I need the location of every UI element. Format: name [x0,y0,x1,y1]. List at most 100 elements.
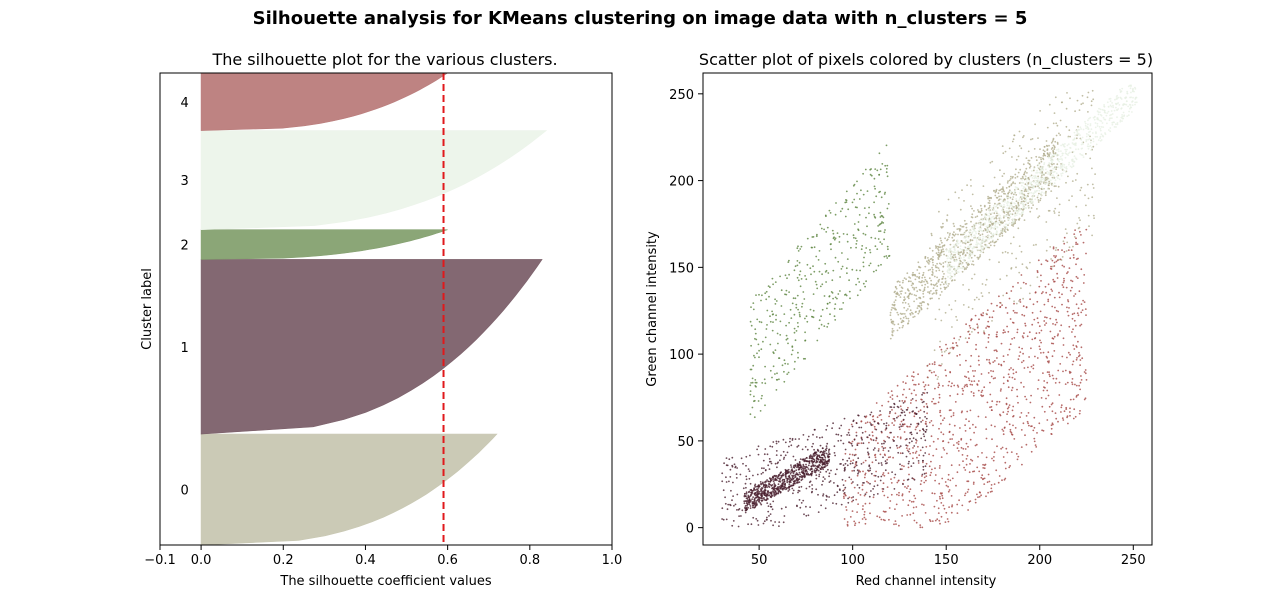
scatter-point [761,487,763,489]
scatter-point [1049,267,1052,270]
scatter-point [1046,188,1049,190]
scatter-point [983,386,986,389]
figure-title: Silhouette analysis for KMeans clusterin… [252,8,1028,29]
scatter-point [943,350,946,353]
scatter-point [977,232,980,235]
scatter-point [757,524,760,526]
scatter-point [919,483,922,486]
scatter-point [1019,208,1022,211]
scatter-point [993,205,995,207]
scatter-point [941,494,944,497]
scatter-point [951,233,954,236]
scatter-point [1032,194,1035,197]
scatter-point [981,395,983,398]
scatter-point [873,485,876,488]
scatter-point [1012,405,1015,408]
scatter-point [996,212,998,215]
scatter-point [971,384,974,386]
scatter-point [1008,297,1011,300]
scatter-point [916,425,919,427]
scatter-point [774,281,777,283]
scatter-point [1039,170,1042,173]
scatter-point [1059,155,1062,158]
scatter-point [1041,168,1043,171]
scatter-point [907,466,910,469]
scatter-point [899,445,902,447]
scatter-point [981,452,983,454]
scatter-point [953,272,955,275]
scatter-point [814,467,817,470]
scatter-point [789,471,791,473]
scatter-point [840,439,842,442]
scatter-point [891,471,893,473]
scatter-point [879,241,882,244]
scatter-point [724,502,727,505]
scatter-point [760,497,763,500]
scatter-point [968,246,971,249]
scatter-point [731,465,734,468]
scatter-point [922,468,925,471]
scatter-point [1122,111,1125,114]
scatter-point [797,444,800,447]
scatter-point [909,309,912,312]
scatter-point [847,497,849,500]
scatter-point [1035,177,1038,180]
scatter-point [1039,348,1041,351]
scatter-point [940,456,943,458]
scatter-point [1089,123,1092,125]
silhouette-xtick-label: 0.2 [273,553,294,568]
scatter-point [827,272,830,274]
scatter-point [1025,195,1028,198]
scatter-point [822,451,824,454]
scatter-point [1030,191,1033,194]
scatter-point [932,287,935,290]
scatter-point [1121,115,1124,118]
scatter-point [910,423,912,426]
scatter-point [822,480,824,483]
scatter-point [750,523,753,526]
scatter-point [1056,259,1059,262]
scatter-point [978,227,980,229]
scatter-point [1095,132,1097,135]
scatter-point [1028,331,1031,334]
scatter-point [855,434,858,437]
scatter-point [984,238,987,241]
scatter-point [787,468,790,471]
scatter-point [848,428,851,431]
scatter-point [765,290,768,293]
scatter-point [812,452,815,455]
scatter-point [817,458,820,461]
scatter-point [1020,250,1023,253]
scatter-point [919,524,922,526]
scatter-point [907,280,910,283]
scatter-point [1030,181,1033,184]
scatter-point [1000,188,1003,191]
scatter-point [1080,138,1083,141]
scatter-point [869,421,871,424]
scatter-point [905,455,908,458]
scatter-point [1017,201,1020,204]
scatter-point [828,295,831,297]
scatter-point [938,396,941,399]
scatter-point [921,393,923,396]
scatter-point [816,287,819,290]
scatter-point [1085,133,1088,135]
scatter-point [910,433,913,436]
scatter-point [897,479,900,482]
scatter-point [846,240,849,243]
scatter-point [1085,314,1087,316]
scatter-point [968,241,971,244]
scatter-point [1020,412,1023,414]
scatter-point [1029,371,1031,373]
scatter-point [952,342,954,345]
scatter-point [745,507,747,510]
scatter-point [866,225,868,228]
scatter-point [1039,172,1042,175]
scatter-point [794,265,797,268]
scatter-point [1073,143,1076,146]
scatter-point [946,232,949,234]
scatter-point [821,483,823,486]
scatter-point [989,491,992,493]
scatter-point [941,363,943,365]
scatter-point [734,465,737,468]
